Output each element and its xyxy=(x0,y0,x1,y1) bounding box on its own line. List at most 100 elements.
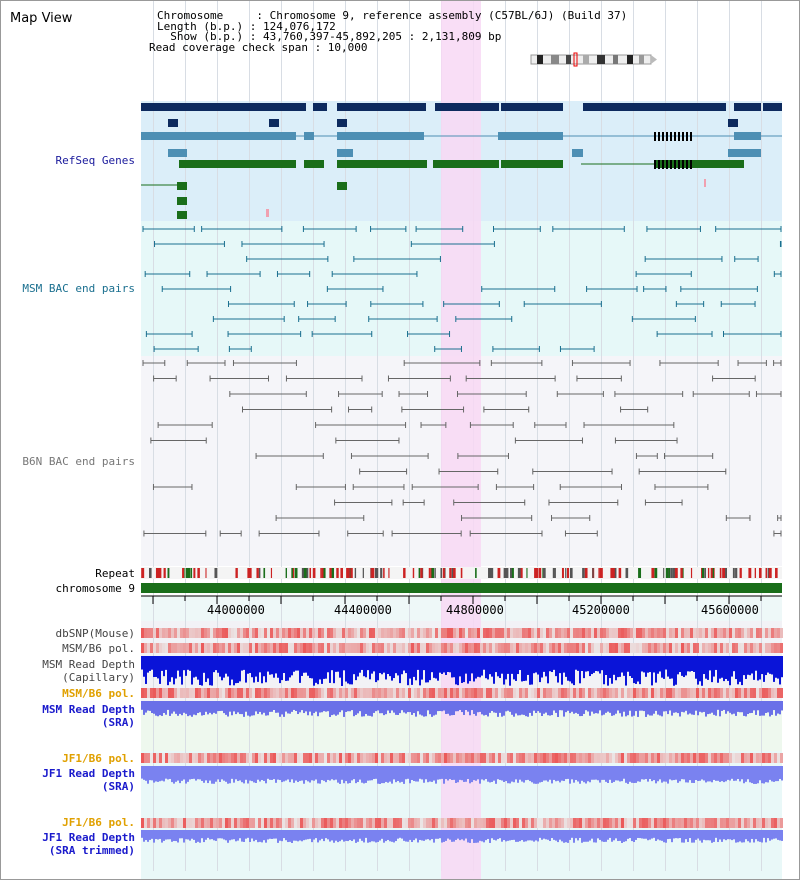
jf1-read-depth-sra-plot[interactable] xyxy=(141,766,783,784)
heat-cell xyxy=(534,628,537,638)
gene-exon xyxy=(572,149,583,157)
heat-cell xyxy=(330,753,333,763)
heat-cell xyxy=(669,643,672,653)
depth-bar xyxy=(497,656,499,677)
highlight-region[interactable] xyxy=(441,1,481,879)
depth-bar xyxy=(143,656,145,677)
heat-cell xyxy=(594,753,597,763)
depth-bar xyxy=(165,701,167,715)
depth-bar xyxy=(281,656,283,681)
depth-bar xyxy=(363,830,365,843)
heat-cell xyxy=(432,753,435,763)
depth-bar xyxy=(751,701,753,713)
heat-cell xyxy=(606,688,609,698)
depth-bar xyxy=(441,766,443,779)
repeat-mark xyxy=(725,568,728,578)
msm-read-depth-sra-plot[interactable] xyxy=(141,701,783,717)
heat-cell xyxy=(204,753,207,763)
heat-cell xyxy=(372,753,375,763)
heat-cell xyxy=(600,753,603,763)
dbsnp-strip[interactable] xyxy=(141,628,783,638)
jf1-b6-pol-strip-1[interactable] xyxy=(141,753,783,763)
depth-bar xyxy=(241,701,243,715)
heat-cell xyxy=(762,628,765,638)
heat-cell xyxy=(363,628,366,638)
depth-bar xyxy=(745,656,747,679)
heat-cell xyxy=(498,628,501,638)
depth-bar xyxy=(393,656,395,679)
msm-read-depth-capillary-plot[interactable] xyxy=(141,656,783,686)
heat-cell xyxy=(183,688,186,698)
heat-cell xyxy=(417,818,420,828)
depth-bar xyxy=(603,656,605,685)
depth-bar xyxy=(685,830,687,840)
depth-bar xyxy=(539,656,541,683)
depth-bar xyxy=(231,656,233,680)
chromosome-ideogram[interactable] xyxy=(530,52,657,67)
heat-cell xyxy=(174,818,177,828)
heat-cell xyxy=(219,688,222,698)
depth-bar xyxy=(361,701,363,717)
heat-cell xyxy=(615,818,618,828)
depth-bar xyxy=(171,766,173,783)
chromosome-bar[interactable] xyxy=(141,583,782,593)
depth-bar xyxy=(697,656,699,685)
heat-cell xyxy=(582,818,585,828)
depth-bar xyxy=(541,766,543,782)
heat-cell xyxy=(525,628,528,638)
depth-bar xyxy=(573,830,575,843)
heat-cell xyxy=(570,688,573,698)
depth-bar xyxy=(327,830,329,840)
msm-b6-pol-strip-1[interactable] xyxy=(141,643,783,653)
heat-cell xyxy=(684,688,687,698)
depth-bar xyxy=(287,701,289,714)
repeat-track[interactable] xyxy=(141,567,782,579)
heat-cell xyxy=(381,688,384,698)
heat-cell xyxy=(171,643,174,653)
jf1-read-depth-trimmed-plot[interactable] xyxy=(141,830,783,843)
heat-cell xyxy=(633,688,636,698)
heat-cell xyxy=(486,628,489,638)
depth-bar xyxy=(623,830,625,842)
depth-bar xyxy=(639,656,641,685)
heat-cell xyxy=(351,643,354,653)
msm-b6-pol-strip-2[interactable] xyxy=(141,688,783,698)
depth-bar xyxy=(159,830,161,839)
heat-cell xyxy=(246,818,249,828)
gene-exon xyxy=(177,197,187,205)
depth-bar xyxy=(559,766,561,783)
jf1-b6-pol-strip-2[interactable] xyxy=(141,818,783,828)
heat-cell xyxy=(234,688,237,698)
heat-cell xyxy=(594,643,597,653)
msm-bac-track[interactable] xyxy=(1,1,800,361)
heat-cell xyxy=(777,688,780,698)
depth-bar xyxy=(143,766,145,780)
depth-bar xyxy=(335,656,337,672)
depth-bar xyxy=(205,656,207,682)
depth-bar xyxy=(479,656,481,678)
depth-bar xyxy=(511,656,513,674)
depth-bar xyxy=(227,766,229,784)
depth-bar xyxy=(463,830,465,841)
heat-cell xyxy=(588,643,591,653)
refseq-genes-track[interactable] xyxy=(1,1,800,231)
depth-bar xyxy=(145,830,147,841)
depth-bar xyxy=(185,830,187,840)
depth-bar xyxy=(775,830,777,839)
heat-cell xyxy=(438,688,441,698)
heat-cell xyxy=(219,643,222,653)
depth-bar xyxy=(273,656,275,678)
heat-cell xyxy=(318,643,321,653)
heat-cell xyxy=(399,628,402,638)
depth-bar xyxy=(425,830,427,840)
b6n-bac-track[interactable] xyxy=(1,1,800,566)
heat-cell xyxy=(504,643,507,653)
heat-cell xyxy=(624,753,627,763)
depth-bar xyxy=(565,830,567,843)
depth-bar xyxy=(463,766,465,782)
depth-bar xyxy=(637,656,639,682)
depth-bar xyxy=(739,701,741,713)
heat-cell xyxy=(504,753,507,763)
heat-cell xyxy=(555,818,558,828)
heat-cell xyxy=(312,643,315,653)
